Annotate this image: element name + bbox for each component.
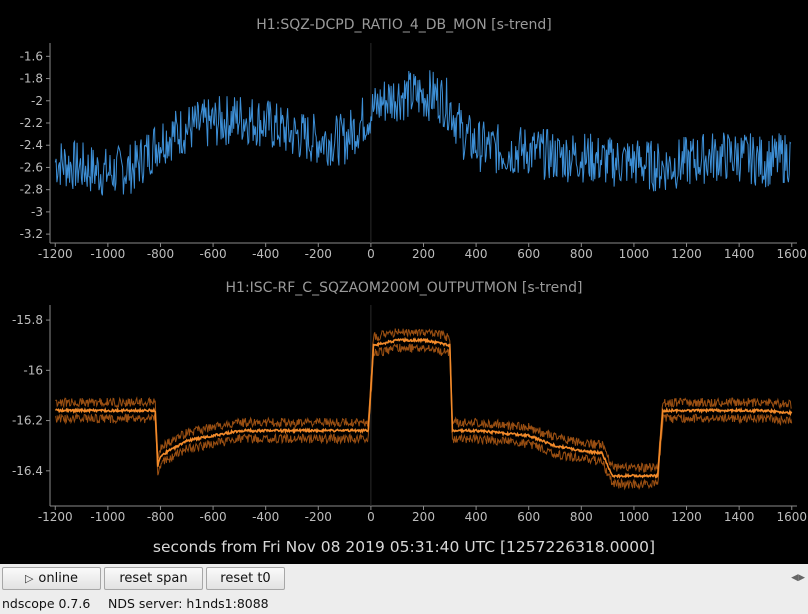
server-label: NDS server: h1nds1:8088 [108,596,269,611]
x-tick-label: 0 [367,247,375,261]
reset-span-button[interactable]: reset span [104,567,203,590]
plot2-title: H1:ISC-RF_C_SQZAOM200M_OUTPUTMON [s-tren… [225,280,583,296]
control-bar: ▷ online reset span reset t0 ◀▶ [0,564,808,592]
x-tick-label: 1600 [776,247,807,261]
plot2-mean-line [55,336,793,479]
x-tick-label: -1000 [90,247,125,261]
x-tick-label: 600 [517,247,540,261]
x-tick-label: 1000 [619,247,650,261]
y-tick-label: -2 [31,94,43,108]
y-tick-label: -16.2 [12,414,43,428]
x-tick-label: 1000 [619,510,650,524]
scope-plot-area[interactable]: -1200 -1000 -800 -600 -400 -200 0 200 400 600 800 1… [0,0,808,564]
x-tick-label: -200 [305,510,332,524]
y-tick-label: -3 [31,205,43,219]
x-tick-label: 800 [570,247,593,261]
x-tick-label: 400 [465,510,488,524]
x-tick-label: 200 [412,510,435,524]
x-tick-label: 1400 [724,510,755,524]
x-axis-label: seconds from Fri Nov 08 2019 05:31:40 UT… [152,538,656,556]
x-tick-label: -800 [147,510,174,524]
x-tick-label: -1200 [38,247,73,261]
y-tick-label: -16.4 [12,464,43,478]
x-tick-label: -200 [305,247,332,261]
scroll-right-icon[interactable]: ◀▶ [791,573,805,583]
plot1-series-line [54,70,792,196]
x-tick-label: 1600 [776,510,807,524]
online-button[interactable]: ▷ online [2,567,101,590]
plot1-title: H1:SQZ-DCPD_RATIO_4_DB_MON [s-trend] [256,17,552,33]
x-tick-label: 1200 [671,247,702,261]
x-tick-label: 400 [465,247,488,261]
y-tick-label: -1.6 [20,49,43,63]
x-tick-label: 200 [412,247,435,261]
play-icon: ▷ [24,572,34,585]
y-tick-label: -3.2 [20,227,43,241]
x-tick-label: 600 [517,510,540,524]
y-tick-label: -16 [23,363,43,377]
plot2-min-line [54,343,793,491]
x-tick-label: -1200 [38,510,73,524]
x-tick-label: 1400 [724,247,755,261]
x-tick-label: -600 [199,247,226,261]
x-tick-label: 800 [570,510,593,524]
plot2-max-line [55,328,792,473]
y-tick-label: -15.8 [12,313,43,327]
reset-t0-button[interactable]: reset t0 [206,567,285,590]
y-tick-label: -2.8 [20,183,43,197]
x-tick-label: -400 [252,510,279,524]
y-tick-label: -1.8 [20,72,43,86]
x-tick-label: -600 [199,510,226,524]
x-tick-label: -1000 [90,510,125,524]
x-tick-label: -400 [252,247,279,261]
x-tick-label: 1200 [671,510,702,524]
y-tick-label: -2.4 [20,138,43,152]
version-label: ndscope 0.7.6 [2,596,91,611]
status-bar: ndscope 0.7.6 NDS server: h1nds1:8088 [0,592,808,614]
x-tick-label: 0 [367,510,375,524]
y-tick-label: -2.2 [20,116,43,130]
y-tick-label: -2.6 [20,160,43,174]
x-tick-label: -800 [147,247,174,261]
online-label: online [38,571,79,586]
plots-canvas: -1200 -1000 -800 -600 -400 -200 0 200 400 600 800 1… [12,43,807,524]
